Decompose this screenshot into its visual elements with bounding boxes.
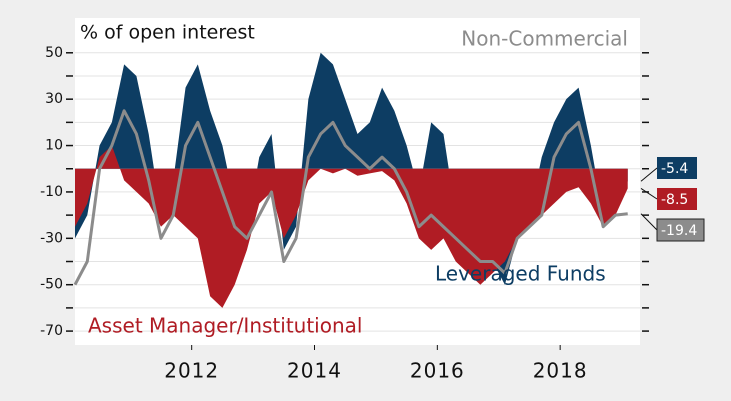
y-tick-label: 30 <box>45 91 63 107</box>
x-tick-label: 2018 <box>533 359 588 383</box>
end-label: -8.5 <box>661 192 688 208</box>
y-tick-label: 50 <box>45 45 63 61</box>
y-tick-label: -70 <box>40 323 63 339</box>
y-tick-label: 10 <box>45 138 63 154</box>
end-label: -5.4 <box>661 161 688 177</box>
legend-label: Non-Commercial <box>461 27 628 51</box>
y-tick-label: -10 <box>40 184 63 200</box>
area <box>75 145 628 308</box>
x-tick-label: 2014 <box>287 359 342 383</box>
legend-label: Leveraged Funds <box>435 262 606 286</box>
line <box>73 109 628 286</box>
label-pointer <box>640 188 658 200</box>
x-tick-label: 2012 <box>164 359 219 383</box>
label-pointer <box>640 167 658 182</box>
legend-label: Asset Manager/Institutional <box>88 314 362 338</box>
end-label-box <box>656 218 705 242</box>
end-label: -19.4 <box>661 223 697 239</box>
y-tick-label: -30 <box>40 230 63 246</box>
y-axis-label: % of open interest <box>80 22 255 44</box>
end-label-box <box>657 188 697 210</box>
end-label-box <box>657 157 697 179</box>
x-tick-label: 2016 <box>410 359 465 383</box>
label-pointer <box>640 213 658 231</box>
y-tick-label: -50 <box>40 277 63 293</box>
